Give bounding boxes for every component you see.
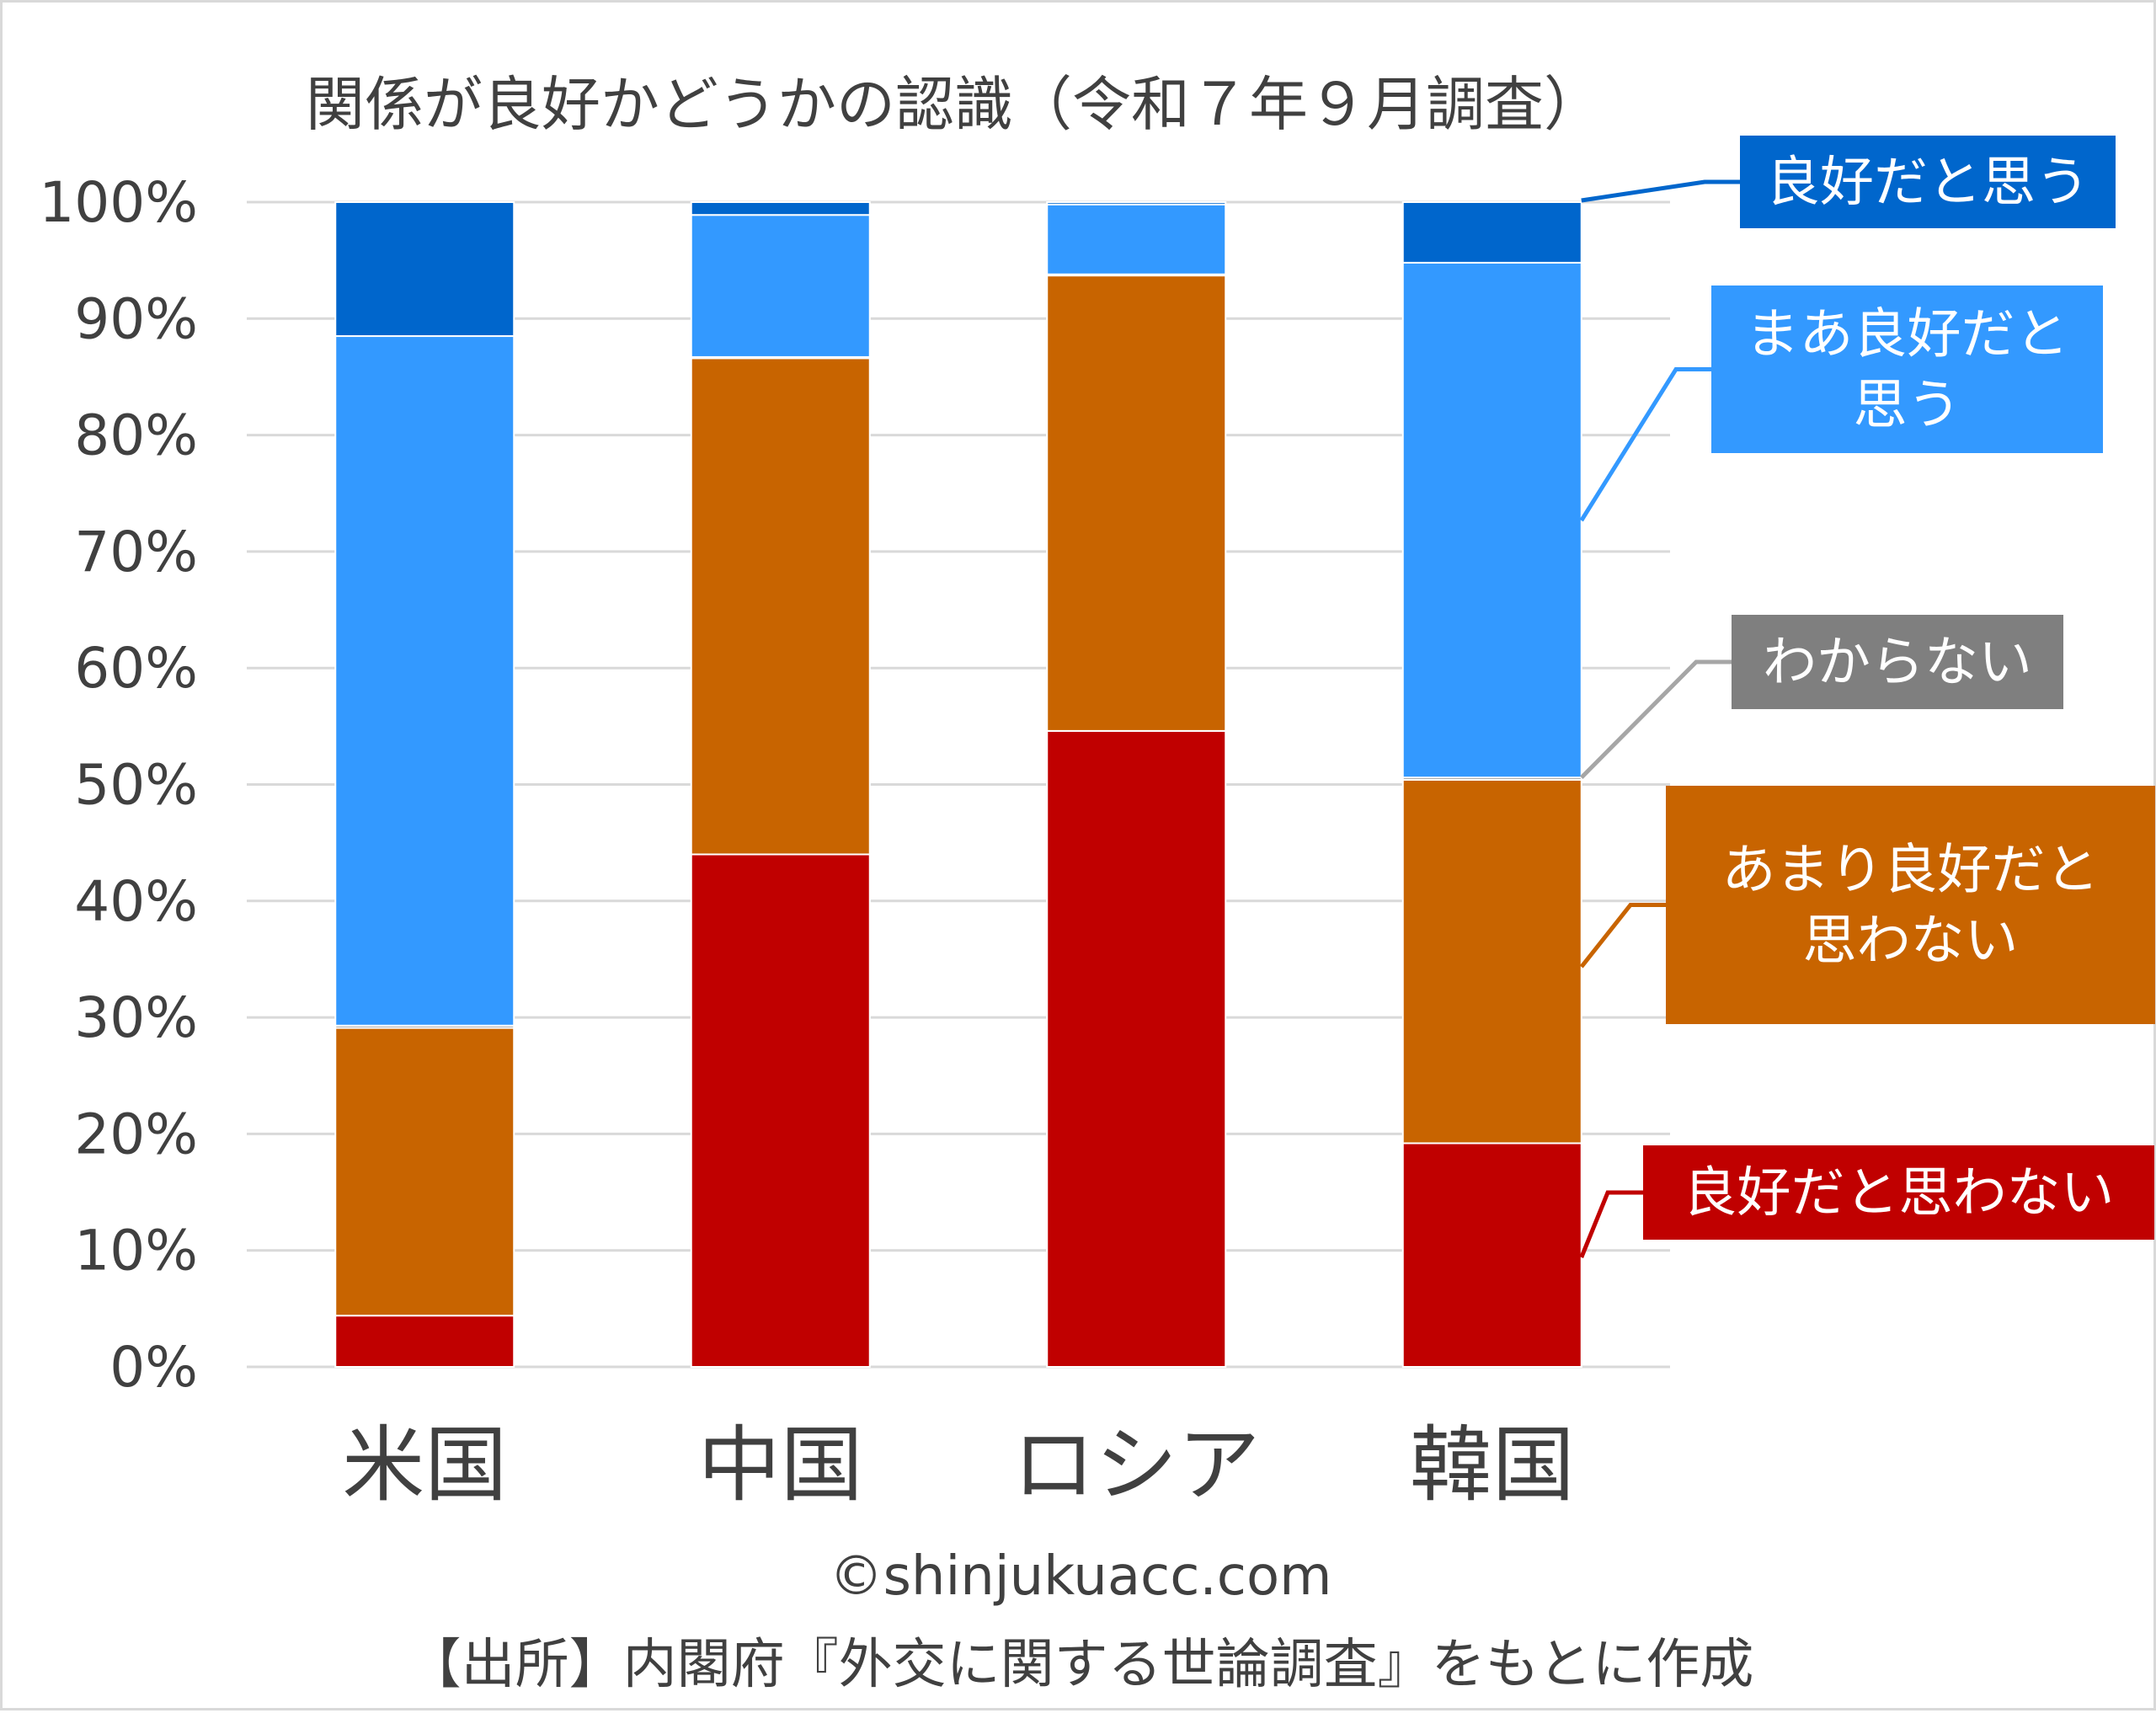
x-category-label: ロシア bbox=[1012, 1417, 1260, 1513]
y-tick-label: 70% bbox=[74, 520, 198, 584]
x-category-label: 韓国 bbox=[1410, 1417, 1575, 1513]
y-tick-label: 40% bbox=[74, 869, 198, 934]
bar-segment bbox=[334, 1315, 515, 1368]
legend-label: まあ良好だと bbox=[1746, 304, 2069, 366]
bar-segment bbox=[690, 201, 871, 216]
bar-segment bbox=[334, 335, 515, 1027]
legend-box bbox=[1732, 615, 2063, 709]
legend-leader-line bbox=[1579, 903, 1666, 969]
legend-label: 良好だと思う bbox=[1766, 152, 2089, 214]
legend-box bbox=[1740, 136, 2116, 228]
y-tick-label: 50% bbox=[74, 753, 198, 818]
bar-segment bbox=[334, 1027, 515, 1317]
bar-segment bbox=[1046, 203, 1227, 275]
legend-label: わからない bbox=[1763, 632, 2032, 694]
bar-segment bbox=[690, 214, 871, 358]
legend-label: 良好だと思わない bbox=[1684, 1162, 2115, 1225]
y-tick-label: 20% bbox=[74, 1102, 198, 1166]
legend-box bbox=[1666, 786, 2155, 1024]
x-category-label: 中国 bbox=[698, 1417, 863, 1513]
bar-segment bbox=[1046, 729, 1227, 1368]
legend-leader-line bbox=[1579, 659, 1732, 779]
y-axis: 0% 10% 20% 30% 40% 50% 60% 70% 80% 90% 100% bbox=[39, 170, 198, 1400]
legend-label: あまり良好だと bbox=[1722, 840, 2100, 902]
chart-title: 関係が良好かどうかの認識（令和７年９月調査） bbox=[306, 70, 1603, 139]
y-tick-label: 100% bbox=[39, 170, 198, 235]
bar-segment bbox=[1046, 275, 1227, 732]
y-tick-label: 10% bbox=[74, 1219, 198, 1283]
bar-segment bbox=[1401, 778, 1582, 1145]
source-note: 【出所】内閣府『外交に関する世論調査』をもとに作成 bbox=[408, 1634, 1754, 1696]
bar-segment bbox=[1401, 1142, 1582, 1368]
bar-segment bbox=[1046, 201, 1227, 205]
bar-segment bbox=[1401, 201, 1582, 264]
bar-segment bbox=[334, 201, 515, 338]
y-tick-label: 90% bbox=[74, 286, 198, 351]
copyright-note: ©shinjukuacc.com bbox=[830, 1545, 1332, 1608]
stacked-bar-chart: 関係が良好かどうかの認識（令和７年９月調査） 0% 10% 20% 30% 40% 50%… bbox=[39, 70, 2155, 1696]
x-axis: 米国 中国 ロシア 韓国 bbox=[342, 1417, 1575, 1513]
y-tick-label: 0% bbox=[109, 1335, 198, 1400]
legend-box bbox=[1643, 1145, 2154, 1240]
legend-label: 思わない bbox=[1803, 910, 2019, 973]
y-tick-label: 30% bbox=[74, 985, 198, 1050]
bar-segment bbox=[690, 853, 871, 1368]
legend-leader-line bbox=[1579, 1190, 1643, 1258]
y-tick-label: 80% bbox=[74, 403, 198, 468]
bar-segment bbox=[1401, 261, 1582, 779]
x-category-label: 米国 bbox=[342, 1417, 507, 1513]
legend-leader-line bbox=[1581, 179, 1740, 203]
legend-label: 思う bbox=[1854, 375, 1961, 437]
bar-segment bbox=[690, 357, 871, 856]
bars bbox=[334, 201, 1582, 1368]
legend-leader-line bbox=[1579, 367, 1711, 522]
legend-box bbox=[1711, 286, 2103, 453]
y-tick-label: 60% bbox=[74, 636, 198, 701]
